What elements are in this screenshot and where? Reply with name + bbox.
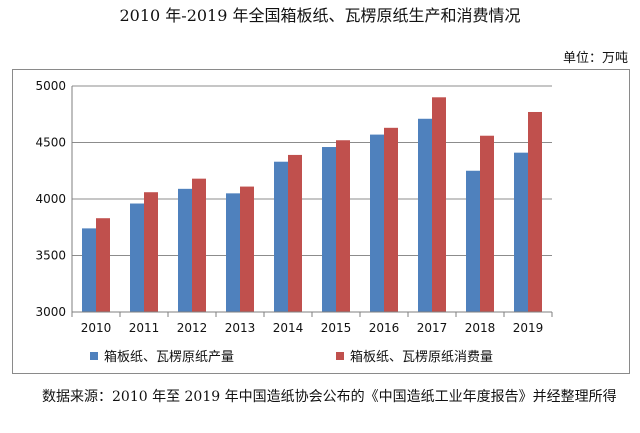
bar-production-2019: [514, 152, 528, 312]
x-tick-label: 2018: [465, 321, 496, 335]
bar-consumption-2013: [240, 186, 254, 312]
bars-group: [82, 97, 542, 312]
x-tick-label: 2019: [513, 321, 544, 335]
bar-production-2011: [130, 203, 144, 312]
bar-consumption-2019: [528, 111, 542, 312]
legend-label: 箱板纸、瓦楞原纸消费量: [350, 349, 493, 365]
bar-production-2016: [370, 134, 384, 312]
x-tick-label: 2014: [273, 321, 304, 335]
y-tick-label: 5000: [35, 79, 66, 93]
chart-frame: [12, 69, 630, 374]
unit-label: 单位：万吨: [562, 51, 628, 66]
chart-title: 2010 年-2019 年全国箱板纸、瓦楞原纸生产和消费情况: [119, 6, 521, 25]
x-tick-label: 2017: [417, 321, 448, 335]
bar-production-2013: [226, 193, 240, 312]
x-tick-label: 2013: [225, 321, 256, 335]
y-tick-label: 4000: [35, 192, 66, 206]
y-tick-label: 3500: [35, 249, 66, 263]
bar-consumption-2012: [192, 178, 206, 312]
bar-consumption-2017: [432, 97, 446, 312]
y-tick-label: 4500: [35, 136, 66, 150]
bar-production-2010: [82, 228, 96, 312]
data-source-note: 数据来源：2010 年至 2019 年中国造纸协会公布的《中国造纸工业年度报告》…: [42, 389, 617, 405]
legend-swatch: [336, 352, 344, 360]
x-tick-label: 2010: [81, 321, 112, 335]
bar-consumption-2018: [480, 135, 494, 312]
x-tick-label: 2012: [177, 321, 208, 335]
bar-consumption-2010: [96, 218, 110, 312]
bar-consumption-2011: [144, 192, 158, 312]
y-tick-labels: 3000 3500 4000 4500 5000: [35, 79, 66, 319]
bar-production-2018: [466, 170, 480, 312]
bar-consumption-2014: [288, 154, 302, 312]
x-tick-labels: 2010 2011 2012 2013 2014 2015 2016 2017 2018 2019: [81, 321, 544, 335]
x-tick-label: 2011: [129, 321, 160, 335]
bar-production-2015: [322, 147, 336, 312]
bar-consumption-2016: [384, 127, 398, 312]
x-tick-label: 2016: [369, 321, 400, 335]
legend-label: 箱板纸、瓦楞原纸产量: [104, 349, 234, 365]
y-tick-label: 3000: [35, 305, 66, 319]
x-tick-label: 2015: [321, 321, 352, 335]
legend-swatch: [90, 352, 98, 360]
legend: 箱板纸、瓦楞原纸产量 箱板纸、瓦楞原纸消费量: [90, 349, 493, 365]
bar-production-2017: [418, 118, 432, 312]
bar-production-2012: [178, 188, 192, 312]
bar-production-2014: [274, 161, 288, 312]
bar-consumption-2015: [336, 140, 350, 312]
axes-group: [71, 86, 553, 317]
